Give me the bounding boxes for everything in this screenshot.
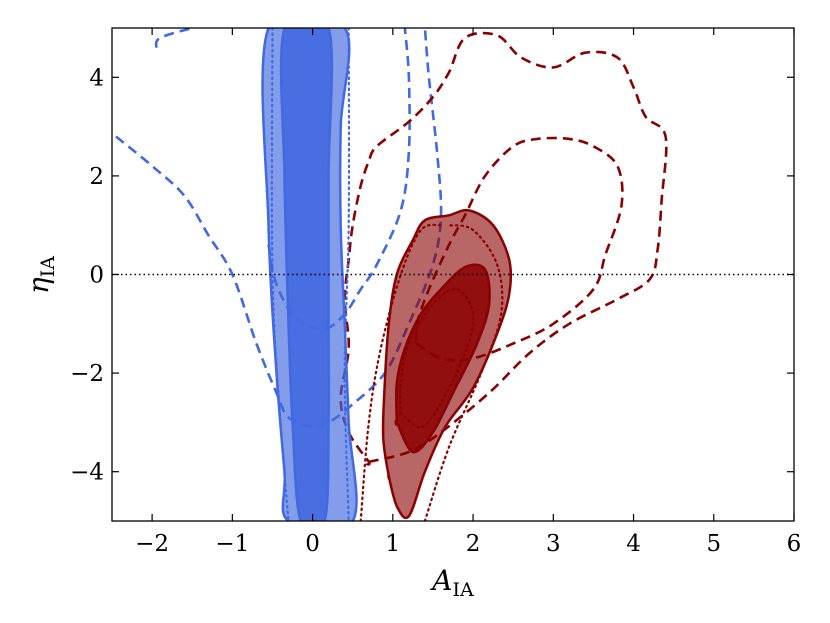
x-axis-label-subscript: IA [453, 579, 475, 601]
y-tick-label: 4 [89, 65, 104, 91]
x-tick-label: −2 [135, 531, 169, 557]
contour-3-1 [394, 263, 491, 454]
y-axis-label-subscript: IA [37, 256, 59, 278]
series-4-dotted [359, 223, 504, 521]
x-tick-label: 1 [386, 531, 401, 557]
x-tick-label: 3 [546, 531, 561, 557]
contour-4-2 [398, 287, 475, 429]
y-tick-label: −4 [70, 460, 104, 486]
y-axis-label: ηIA [22, 256, 59, 294]
y-tick-label: 2 [89, 164, 104, 190]
series-3-filled [381, 208, 513, 520]
x-tick-label: 5 [706, 531, 721, 557]
x-tick-label: −1 [215, 531, 249, 557]
x-axis-label: AIA [429, 564, 474, 601]
x-tick-label: 6 [787, 531, 802, 557]
contour-4-1 [423, 224, 504, 521]
contour-5-0 [339, 31, 668, 466]
x-axis-label-main: A [429, 564, 452, 597]
x-tick-label: 4 [626, 531, 641, 557]
contour-2-1 [154, 28, 193, 49]
x-tick-label: 2 [466, 531, 481, 557]
contour-4-0 [359, 223, 443, 521]
x-tick-label: 0 [305, 531, 320, 557]
contour-1-0 [270, 28, 290, 521]
y-tick-label: 0 [89, 263, 104, 289]
y-axis-label-main: η [22, 277, 55, 294]
series-1-dotted [270, 28, 351, 521]
contour-1-1 [343, 28, 351, 521]
ticks-layer: −2 −1 0 1 2 3 4 5 6 −4 −2 0 2 4 [70, 28, 801, 557]
y-tick-label: −2 [70, 361, 104, 387]
